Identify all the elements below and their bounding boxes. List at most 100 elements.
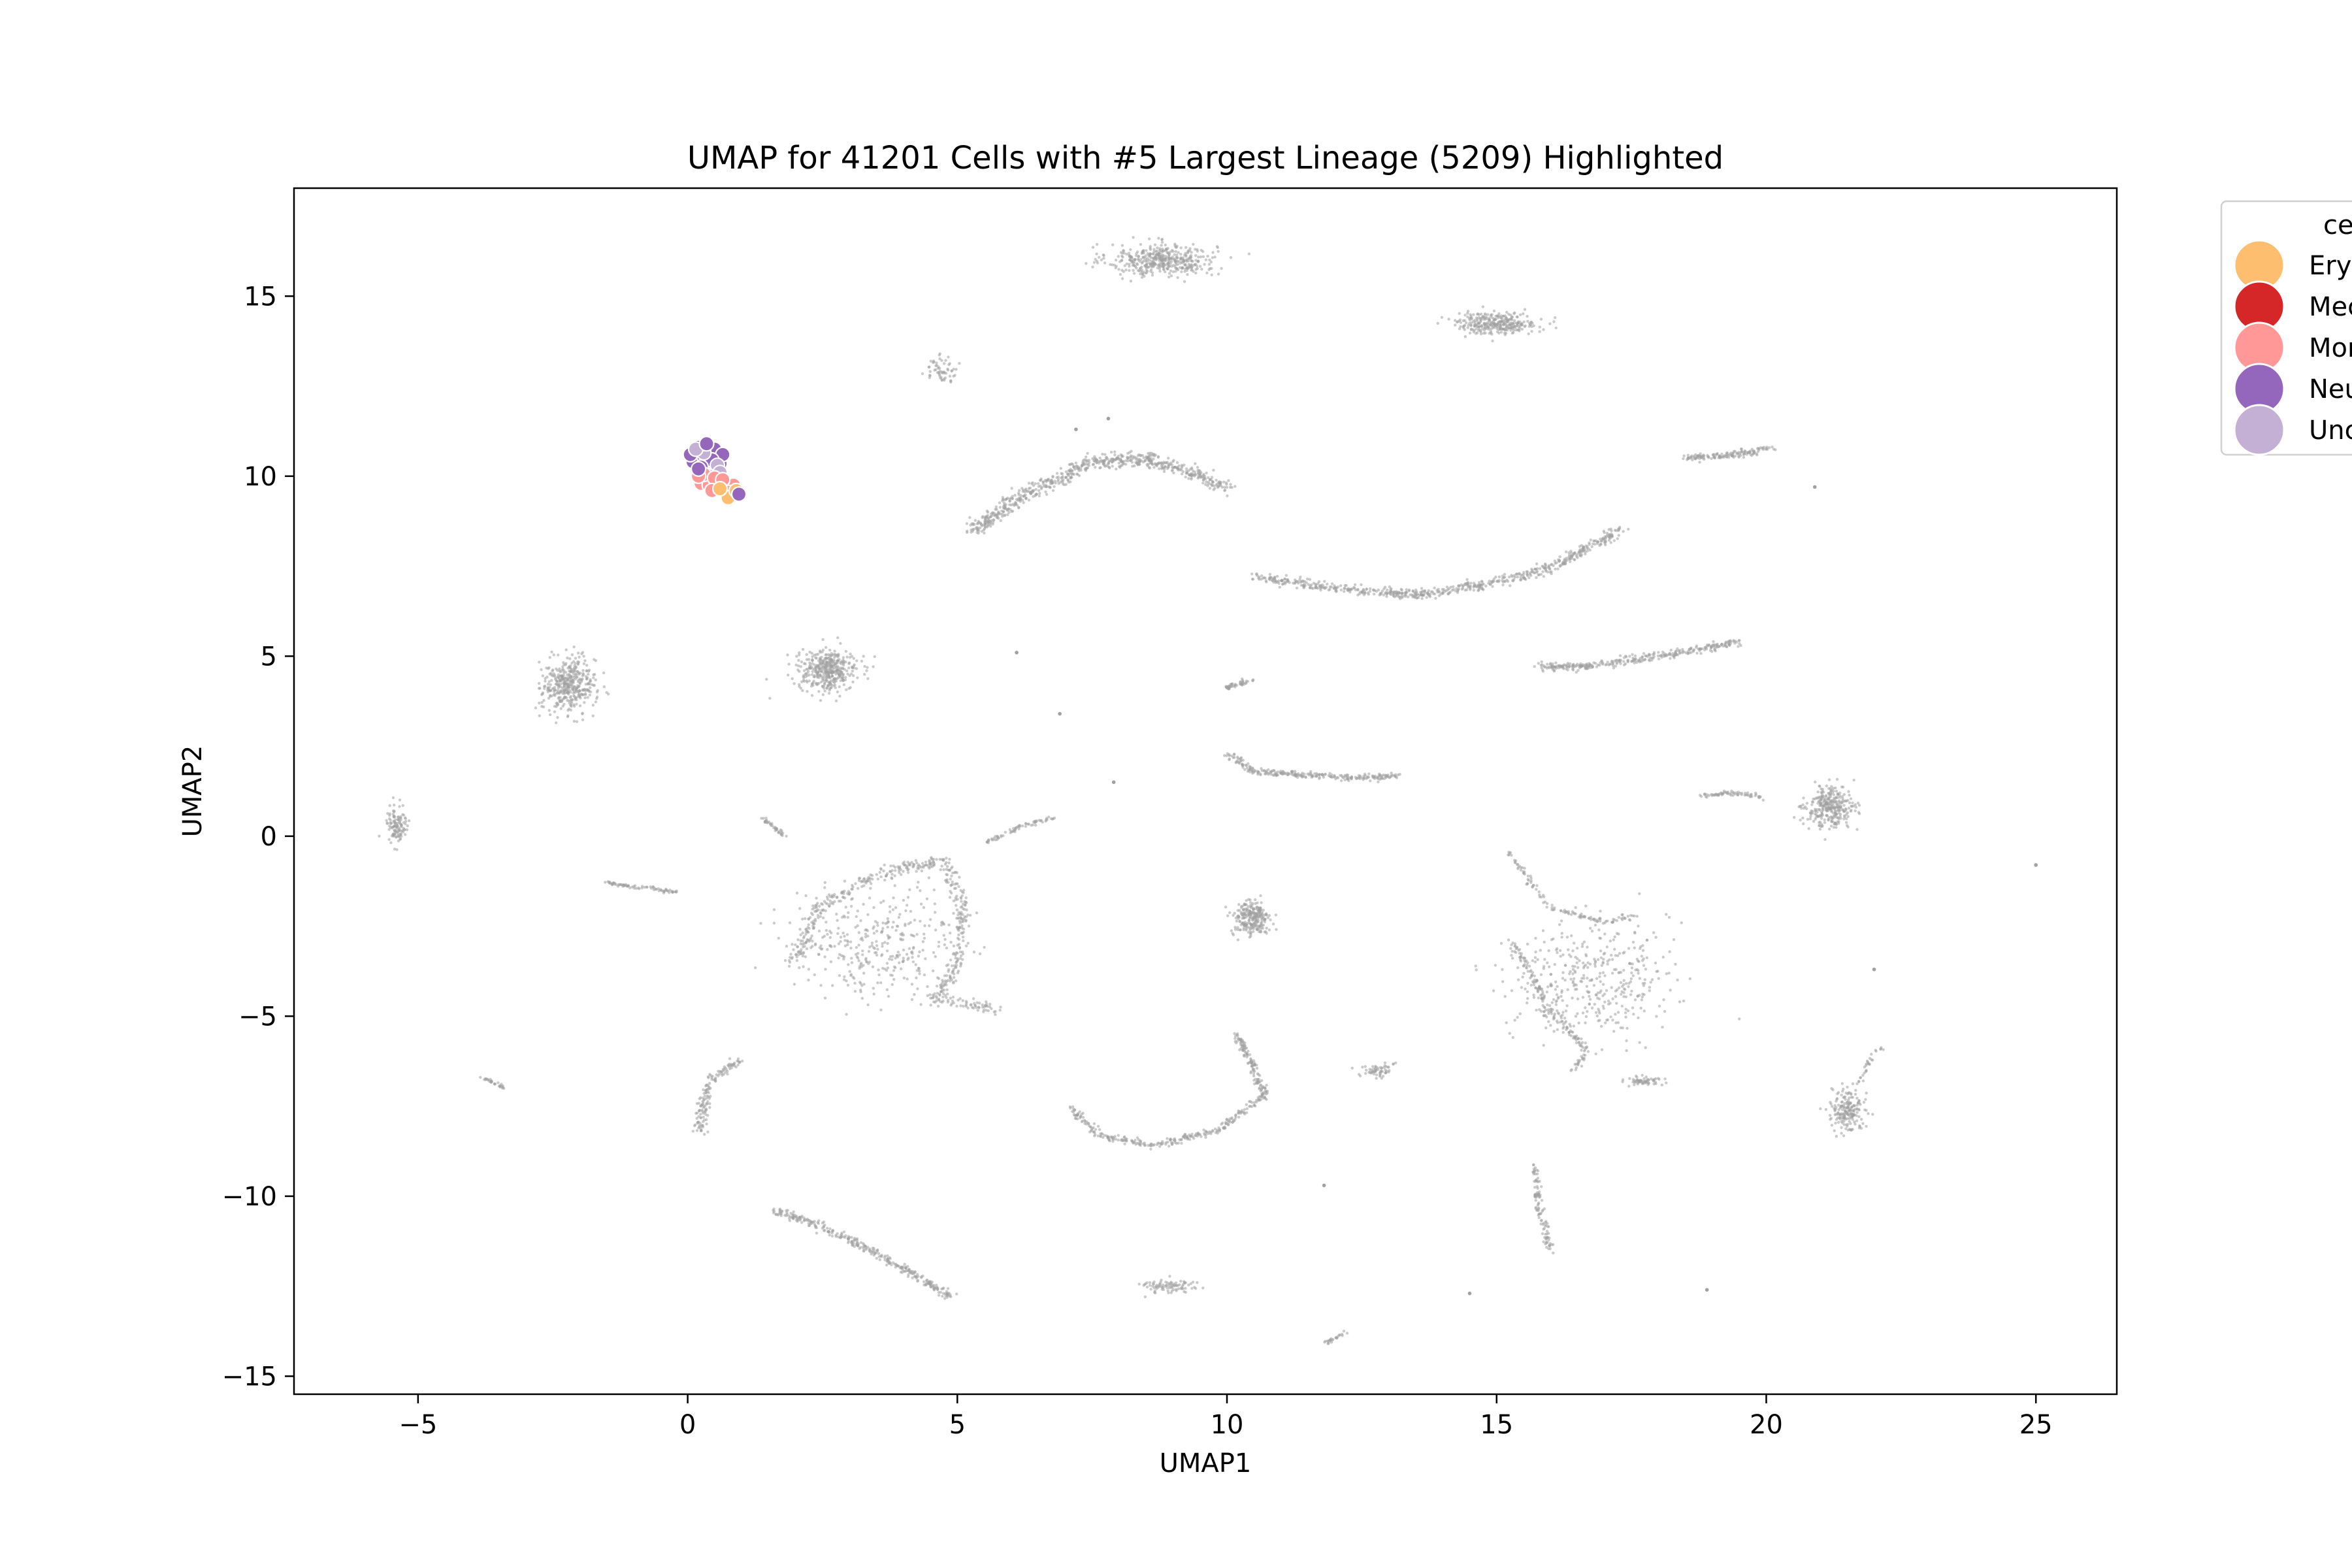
background-point — [905, 953, 909, 956]
background-point — [558, 667, 561, 670]
background-point — [1147, 265, 1151, 269]
background-point — [873, 655, 877, 659]
background-point — [1837, 800, 1841, 804]
background-point — [1835, 823, 1838, 826]
background-point — [1295, 586, 1299, 590]
background-point — [821, 947, 824, 951]
background-point — [937, 1004, 940, 1008]
background-point — [1654, 936, 1658, 939]
background-point — [1624, 1015, 1627, 1019]
background-point — [1260, 919, 1264, 922]
background-point — [1196, 1281, 1199, 1284]
background-point — [1454, 319, 1457, 322]
background-point — [1404, 593, 1407, 596]
background-point — [1250, 926, 1254, 930]
background-point — [1120, 244, 1124, 247]
background-point — [1201, 474, 1205, 477]
background-point — [1420, 587, 1424, 590]
background-point — [1532, 996, 1536, 999]
background-point — [1511, 575, 1514, 578]
background-point — [570, 661, 574, 665]
background-point — [1593, 923, 1597, 927]
background-point — [942, 934, 946, 937]
background-point — [1545, 990, 1549, 994]
background-point — [1820, 804, 1823, 808]
background-point — [1102, 257, 1105, 260]
background-point — [1522, 972, 1526, 975]
background-point — [401, 804, 404, 808]
background-point — [1828, 793, 1831, 796]
background-point — [768, 696, 772, 700]
background-point — [1827, 819, 1830, 822]
background-point — [581, 689, 584, 692]
background-point — [1039, 478, 1043, 482]
background-point — [801, 917, 804, 921]
background-point — [1314, 583, 1317, 586]
background-point — [870, 941, 874, 945]
background-point — [1603, 1000, 1607, 1004]
background-point — [559, 682, 563, 686]
background-point — [1593, 957, 1596, 961]
background-point — [1625, 1026, 1629, 1030]
background-point — [1070, 475, 1073, 479]
background-point — [915, 886, 919, 889]
background-point — [894, 956, 897, 960]
background-point — [1834, 1121, 1837, 1125]
background-point — [1810, 803, 1814, 806]
background-point — [1149, 248, 1152, 251]
background-point — [1611, 997, 1614, 1001]
background-point — [1824, 801, 1828, 804]
background-point — [1533, 567, 1537, 571]
background-point — [1532, 983, 1536, 987]
background-point — [981, 515, 985, 518]
background-point — [860, 659, 864, 663]
background-point — [798, 907, 802, 910]
background-point — [788, 921, 792, 924]
background-point — [1135, 250, 1139, 253]
background-point — [1849, 797, 1853, 800]
background-point — [571, 678, 574, 682]
background-point — [1382, 593, 1386, 596]
background-point — [1142, 456, 1145, 459]
background-point — [593, 683, 596, 687]
background-point — [1179, 246, 1183, 250]
background-point — [1164, 1283, 1168, 1287]
background-point — [866, 666, 869, 669]
background-point — [1837, 1103, 1840, 1107]
background-point — [843, 939, 847, 942]
background-point — [1524, 578, 1527, 581]
background-point — [1158, 270, 1162, 273]
background-point — [817, 916, 820, 919]
background-point — [917, 955, 921, 958]
background-point — [1622, 968, 1625, 972]
background-point — [819, 662, 823, 666]
background-point — [777, 936, 781, 940]
background-point — [1238, 909, 1241, 912]
background-point — [1588, 543, 1591, 546]
background-point — [1083, 468, 1087, 471]
background-point — [1113, 453, 1117, 457]
background-point — [847, 911, 850, 915]
background-point — [911, 956, 914, 959]
background-point — [932, 951, 936, 955]
background-point — [943, 362, 946, 365]
background-point — [1380, 1077, 1383, 1080]
background-point — [1527, 576, 1531, 580]
background-point — [1212, 488, 1215, 491]
background-point — [926, 985, 929, 988]
background-point — [1249, 934, 1252, 938]
background-point — [1492, 309, 1496, 313]
background-point — [1846, 1100, 1849, 1104]
background-point — [1538, 330, 1541, 333]
background-point — [1151, 274, 1154, 277]
background-point — [834, 699, 838, 703]
background-point — [815, 683, 818, 686]
background-point — [555, 667, 558, 670]
background-point — [1640, 1079, 1643, 1083]
background-point — [1509, 584, 1512, 587]
background-point — [1588, 979, 1592, 983]
background-point — [1145, 455, 1148, 459]
background-point — [591, 714, 595, 717]
background-point — [1456, 591, 1460, 595]
background-point — [550, 650, 553, 654]
